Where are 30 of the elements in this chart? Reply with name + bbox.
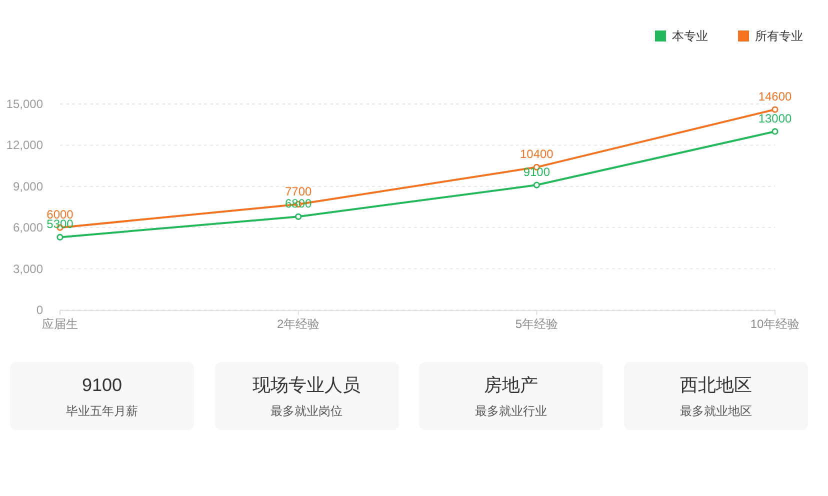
y-tick-label: 6,000: [12, 220, 44, 235]
data-label: 10400: [520, 147, 554, 162]
text: 现场专业人员: [252, 374, 362, 397]
y-tick-label: 15,000: [6, 97, 44, 111]
legend-label: 所有专业: [755, 29, 803, 43]
data-label: 9100: [523, 165, 550, 180]
text: 毕业五年月薪: [65, 403, 139, 419]
point: [772, 106, 778, 113]
text: 最多就业岗位: [270, 403, 344, 419]
data-label: 7700: [284, 184, 312, 198]
y-tick-label: 9,000: [12, 179, 44, 194]
text: 西北地区: [678, 374, 753, 397]
text: 房地产: [483, 374, 540, 397]
x-tick-label: 10年经验: [750, 317, 800, 331]
y-tick-label: 12,000: [6, 138, 44, 152]
point: [772, 128, 778, 135]
x-tick-label: 2年经验: [276, 317, 320, 331]
data-label: 14600: [758, 89, 792, 104]
point: [56, 234, 64, 241]
text: 最多就业地区: [678, 403, 753, 419]
x-tick-label: 5年经验: [515, 317, 558, 331]
text: 9100: [80, 374, 124, 397]
text: 最多就业行业: [474, 403, 548, 419]
x-tick-label: 应届生: [42, 317, 78, 331]
y-tick-label: 0: [36, 303, 44, 317]
data-label: 13000: [758, 111, 792, 126]
y-tick-label: 3,000: [12, 262, 44, 276]
legend-label: 本专业: [672, 29, 708, 43]
point: [533, 182, 540, 188]
point: [295, 213, 302, 220]
